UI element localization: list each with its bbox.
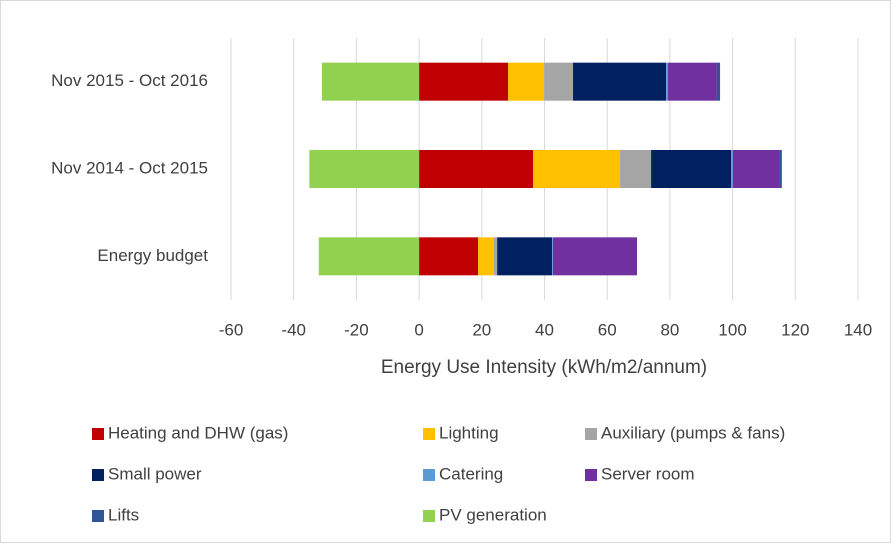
bar-segment (731, 150, 733, 188)
legend-swatch (423, 469, 435, 481)
legend-swatch (92, 510, 104, 522)
x-axis-title: Energy Use Intensity (kWh/m2/annum) (381, 357, 707, 378)
bar-segment (419, 150, 534, 188)
bar-segment (544, 62, 574, 101)
legend-label: Server room (601, 464, 695, 483)
bar-segment (497, 237, 553, 276)
legend-swatch (585, 469, 597, 481)
x-tick-label: 80 (660, 320, 679, 339)
x-tick-label: -60 (219, 320, 244, 339)
bar-segment (732, 150, 780, 188)
bar-segment (666, 62, 669, 101)
x-tick-label: 140 (844, 320, 872, 339)
x-tick-label: 0 (414, 320, 423, 339)
legend-label: Catering (439, 464, 503, 483)
x-tick-label: -20 (344, 320, 369, 339)
bar-segment (318, 237, 420, 276)
x-tick-label: -40 (281, 320, 306, 339)
bar-segment (573, 62, 667, 101)
legend-swatch (423, 510, 435, 522)
legend-swatch (585, 428, 597, 440)
y-tick-label: Nov 2014 - Oct 2015 (51, 158, 208, 177)
x-tick-label: 60 (598, 320, 617, 339)
x-tick-label: 100 (718, 320, 746, 339)
legend-label: Lifts (108, 505, 139, 524)
bar-segment (620, 150, 652, 188)
bar-segment (419, 62, 509, 101)
bar-segment (651, 150, 732, 188)
legend-swatch (92, 469, 104, 481)
legend-label: Lighting (439, 423, 499, 442)
bar-segment (779, 150, 782, 188)
legend-swatch (423, 428, 435, 440)
bar-segment (552, 237, 637, 276)
bar-segment (321, 62, 420, 101)
legend-label: PV generation (439, 505, 547, 524)
bar-segment (668, 62, 717, 101)
legend-swatch (92, 428, 104, 440)
x-tick-label: 20 (472, 320, 491, 339)
legend-label: Heating and DHW (gas) (108, 423, 288, 442)
x-tick-label: 120 (781, 320, 809, 339)
y-tick-label: Energy budget (97, 246, 208, 265)
bar-segment (419, 237, 479, 276)
y-tick-label: Nov 2015 - Oct 2016 (51, 71, 208, 90)
bar-segment (716, 62, 721, 101)
bar-segment (309, 150, 420, 188)
bar-segment (533, 150, 621, 188)
bar-segment (508, 62, 545, 101)
x-tick-label: 40 (535, 320, 554, 339)
bar-segment (478, 237, 495, 276)
bar-segment (494, 237, 498, 276)
legend-label: Small power (108, 464, 202, 483)
bar-segment (552, 237, 553, 276)
legend-label: Auxiliary (pumps & fans) (601, 423, 785, 442)
